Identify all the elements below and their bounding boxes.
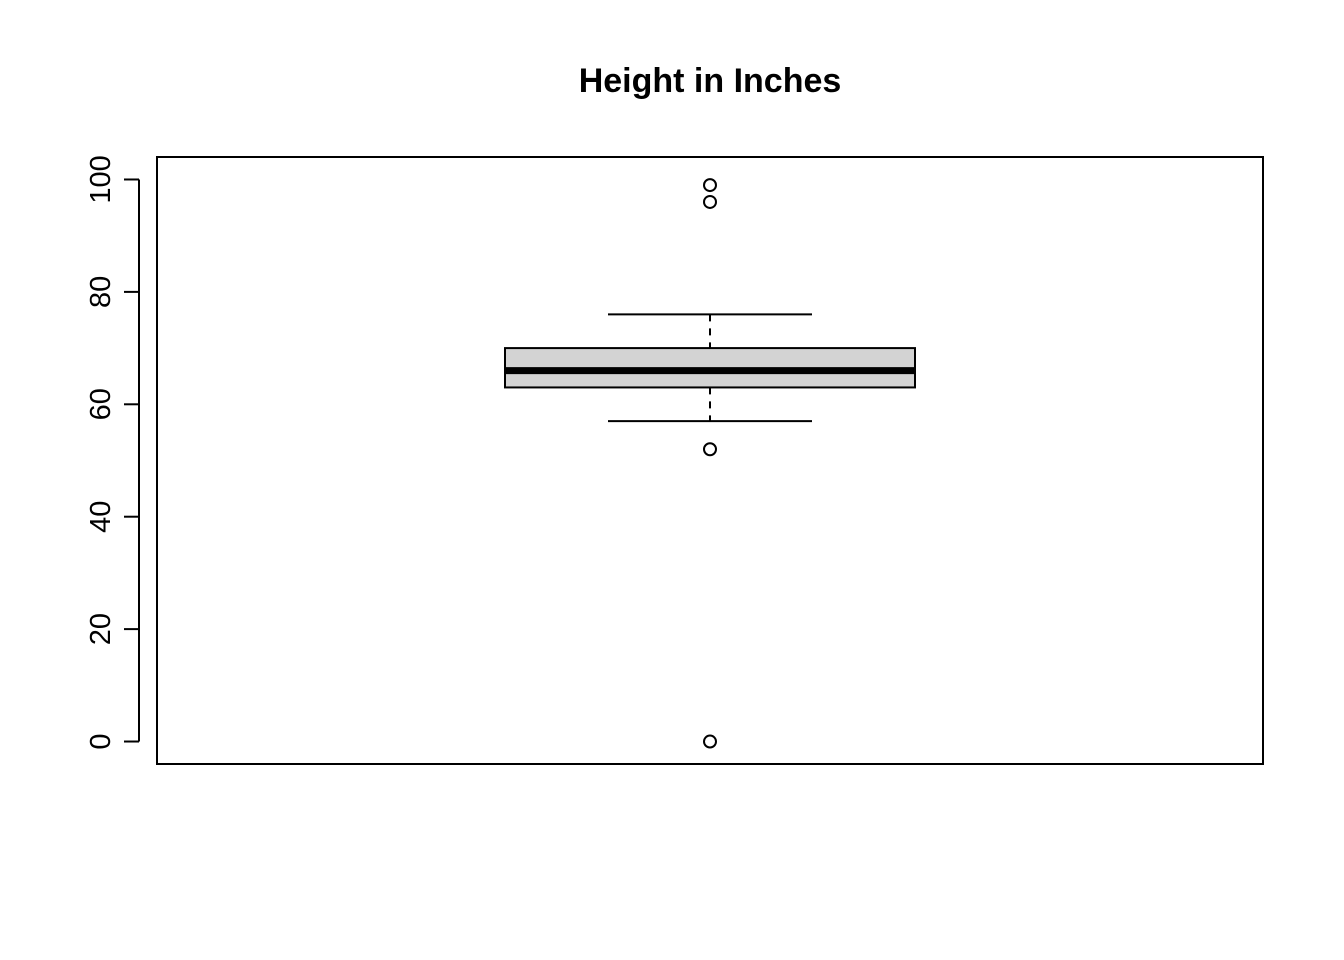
box-group <box>504 178 916 749</box>
y-tick-label: 20 <box>85 613 117 645</box>
y-tick-label: 100 <box>85 155 117 203</box>
plot-frame <box>156 156 1264 765</box>
y-tick-label: 60 <box>85 388 117 420</box>
outlier-point <box>703 442 717 457</box>
y-tick-label: 0 <box>85 733 117 749</box>
y-tick-label: 80 <box>85 276 117 308</box>
y-axis: 0 20 40 60 80 100 <box>85 155 140 750</box>
outlier-point <box>703 194 717 209</box>
outlier-point <box>703 734 717 749</box>
outlier-point <box>703 178 717 193</box>
chart-title: Height in Inches <box>579 62 842 100</box>
y-tick-label: 40 <box>85 501 117 533</box>
